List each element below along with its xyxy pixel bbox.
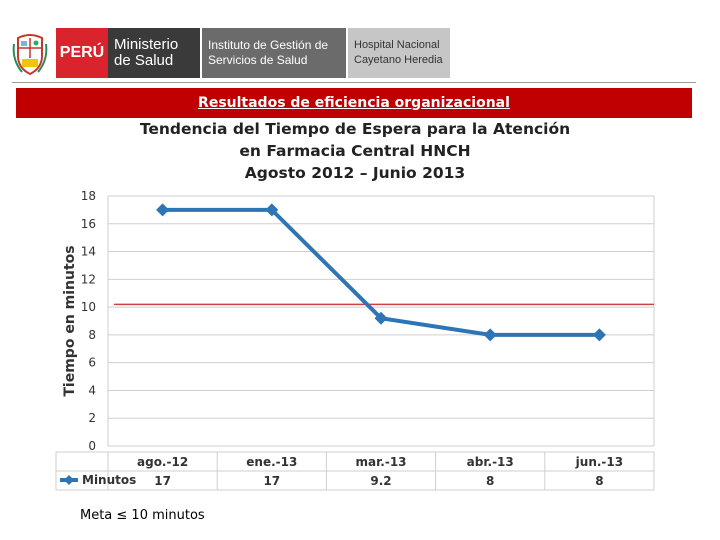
data-value-label: 8	[595, 474, 603, 488]
y-tick-label: 2	[88, 411, 96, 425]
hospital-block: Hospital Nacional Cayetano Heredia	[348, 28, 450, 78]
x-tick-label: jun.-13	[575, 455, 623, 469]
chart-title-line-2: en Farmacia Central HNCH	[239, 142, 471, 160]
x-tick-label: abr.-13	[467, 455, 514, 469]
institute-line2: Servicios de Salud	[208, 53, 308, 67]
data-point-marker	[483, 328, 497, 342]
y-tick-label: 8	[88, 328, 96, 342]
chart-title-line-1: Tendencia del Tiempo de Espera para la A…	[139, 120, 571, 138]
hospital-line2: Cayetano Heredia	[354, 54, 443, 66]
header-logos: PERÚ Ministerio de Salud Instituto de Ge…	[12, 28, 450, 78]
data-point-marker	[265, 203, 279, 217]
y-tick-label: 18	[81, 189, 96, 203]
legend-marker-key	[64, 475, 74, 485]
x-tick-label: ene.-13	[246, 455, 297, 469]
data-value-label: 17	[154, 474, 171, 488]
data-value-label: 8	[486, 474, 494, 488]
chart-title-line-3: Agosto 2012 – Junio 2013	[244, 164, 466, 182]
y-tick-label: 0	[88, 439, 96, 453]
data-point-marker	[374, 311, 388, 325]
x-tick-label: ago.-12	[137, 455, 188, 469]
peru-brand-block: PERÚ	[56, 28, 108, 78]
y-tick-label: 12	[81, 272, 96, 286]
data-point-marker	[592, 328, 606, 342]
ministry-line2: de Salud	[114, 52, 174, 69]
header-divider	[12, 82, 696, 83]
y-axis-label: Tiempo en minutos	[62, 245, 78, 396]
data-value-label: 17	[263, 474, 280, 488]
institute-block: Instituto de Gestión de Servicios de Sal…	[202, 28, 346, 78]
peru-coat-of-arms-icon	[12, 34, 48, 76]
target-note: Meta ≤ 10 minutos	[80, 508, 205, 523]
y-tick-label: 16	[81, 217, 96, 231]
institute-line1: Instituto de Gestión de	[208, 38, 329, 52]
hospital-line1: Hospital Nacional	[354, 39, 440, 51]
x-tick-label: mar.-13	[355, 455, 406, 469]
ministry-line1: Ministerio	[114, 36, 179, 53]
data-value-label: 9.2	[370, 474, 391, 488]
y-tick-label: 10	[81, 300, 96, 314]
legend-label: Minutos	[82, 473, 136, 487]
ministry-block: Ministerio de Salud	[108, 28, 200, 78]
y-tick-label: 14	[81, 245, 96, 259]
y-tick-label: 6	[88, 356, 96, 370]
section-banner: Resultados de eficiencia organizacional	[16, 88, 692, 118]
data-point-marker	[156, 203, 170, 217]
y-tick-label: 4	[88, 383, 96, 397]
section-banner-text: Resultados de eficiencia organizacional	[198, 95, 510, 111]
peru-label: PERÚ	[59, 44, 105, 61]
